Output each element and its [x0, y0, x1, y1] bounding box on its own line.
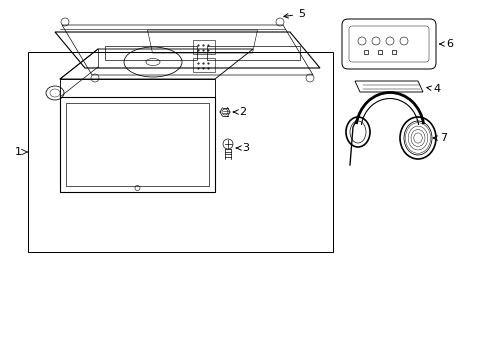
Text: 7: 7: [432, 133, 446, 143]
Text: 5: 5: [283, 9, 305, 19]
Text: 2: 2: [233, 107, 245, 117]
Text: 3: 3: [236, 143, 248, 153]
Bar: [28, 52, 332, 252]
Text: 1: 1: [15, 147, 22, 157]
Text: 4: 4: [426, 84, 439, 94]
Text: 6: 6: [439, 39, 452, 49]
